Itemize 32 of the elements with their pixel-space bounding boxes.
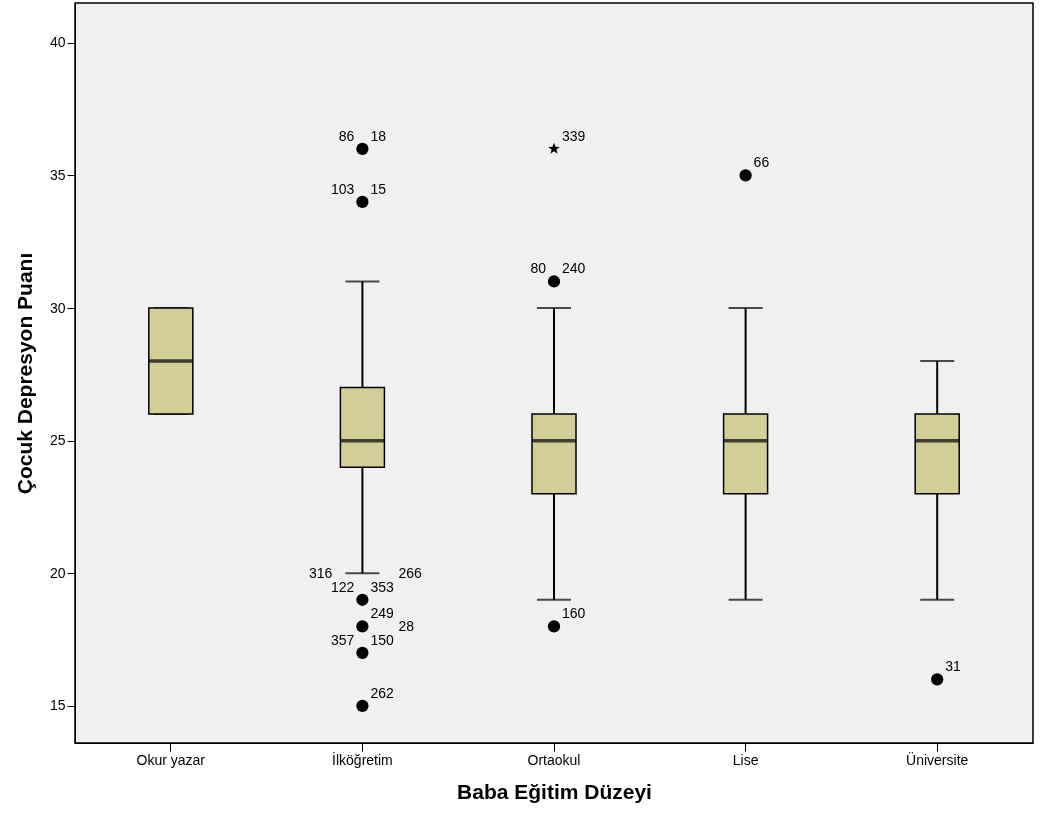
x-tick-label: Üniversite (906, 750, 969, 768)
annotation: 80 (530, 260, 547, 277)
annotation: 357 (331, 631, 355, 648)
annotation: 353 (370, 578, 394, 595)
annotation: 66 (753, 154, 770, 171)
y-tick-label: 15 (49, 697, 66, 714)
annotation: 122 (331, 578, 355, 595)
annotation: 18 (370, 127, 387, 144)
annotation: 339 (562, 127, 586, 144)
annotation: 86 (338, 127, 355, 144)
annotation: 266 (398, 564, 422, 581)
y-tick-label: 25 (49, 432, 66, 449)
annotation: 103 (331, 180, 355, 197)
y-tick-label: 30 (49, 299, 66, 316)
x-tick-label: Ortaokul (527, 751, 581, 768)
y-tick-label: 20 (49, 564, 66, 581)
annotation: 150 (370, 631, 394, 648)
annotation: 15 (370, 180, 387, 197)
annotation: 262 (370, 684, 394, 701)
y-axis-title: Çocuk Depresyon Puanı (12, 252, 36, 495)
annotation: 31 (945, 658, 961, 675)
annotation: 160 (562, 605, 586, 622)
x-tick-label: Lise (732, 751, 759, 768)
x-tick-label: İlköğretim (332, 750, 393, 768)
x-tick-label: Okur yazar (136, 751, 206, 768)
y-tick-label: 40 (49, 34, 66, 51)
annotation: 28 (398, 617, 415, 634)
annotation: 240 (562, 260, 586, 277)
y-tick-label: 35 (49, 166, 66, 183)
x-axis-title: Baba Eğitim Düzeyi (457, 779, 652, 803)
annotation: 249 (370, 605, 394, 622)
annotation: 316 (309, 564, 333, 581)
